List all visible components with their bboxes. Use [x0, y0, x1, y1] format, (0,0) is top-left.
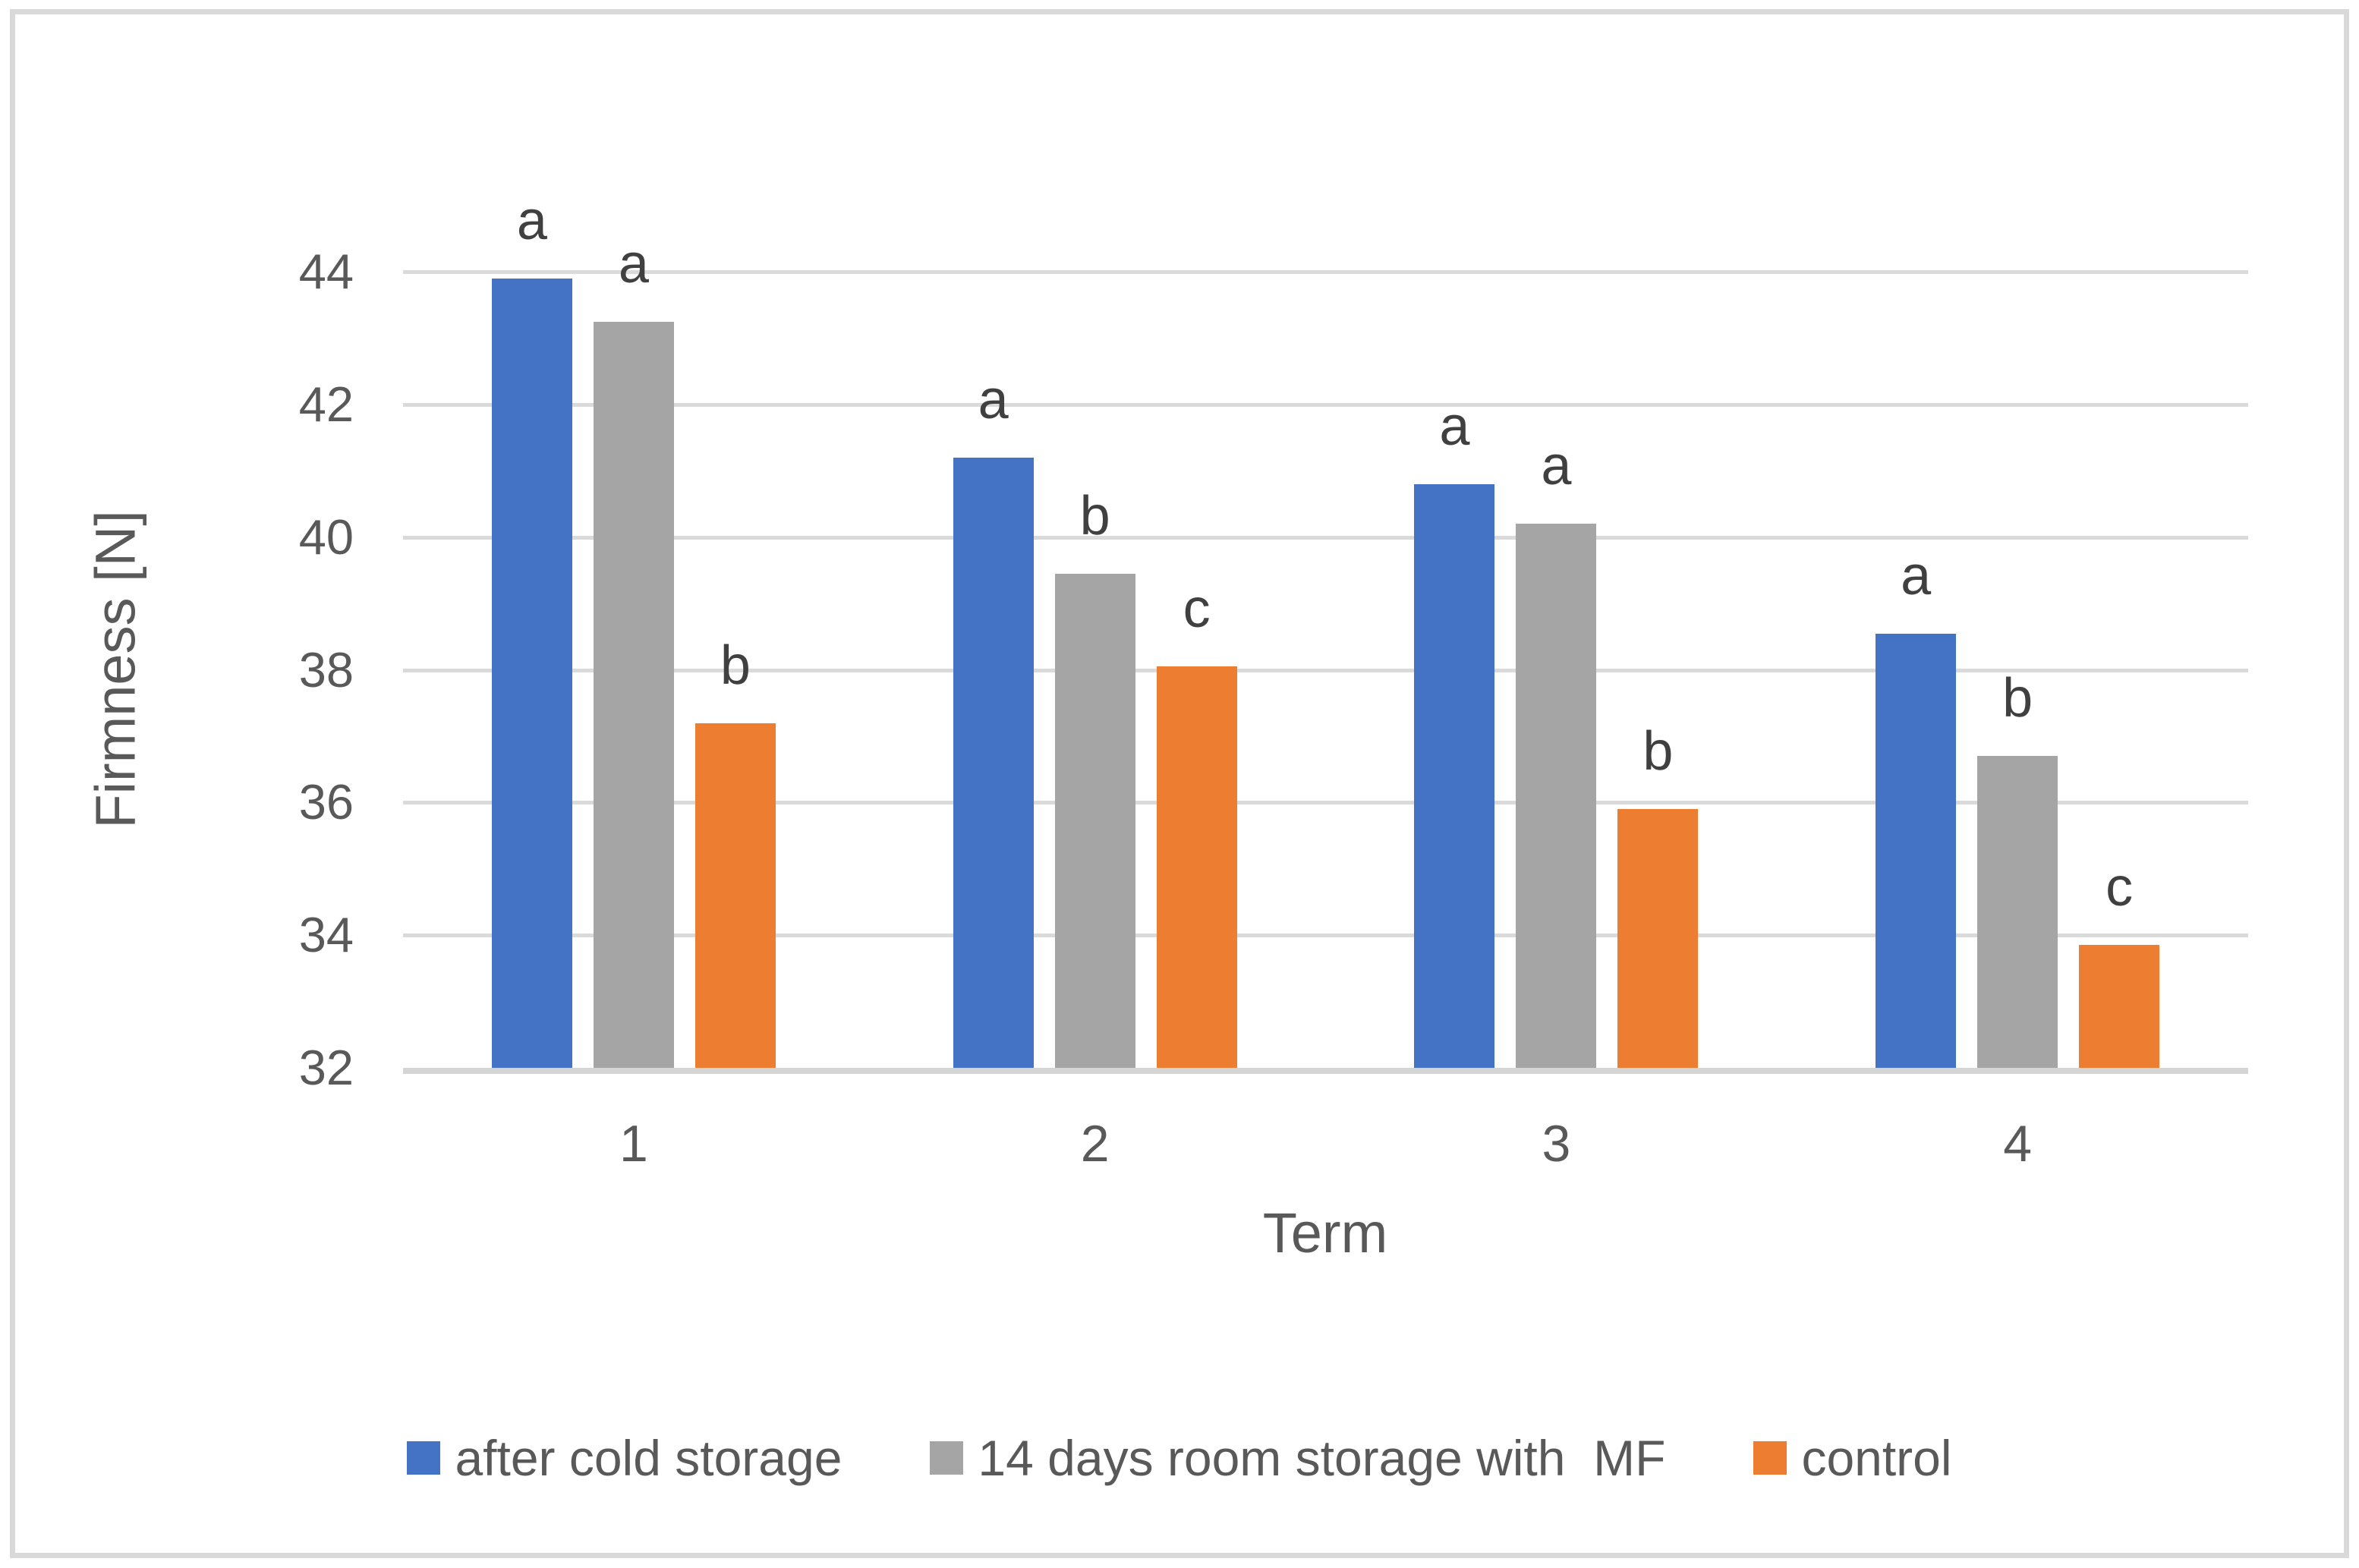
gridline-y-34 — [403, 934, 2248, 938]
y-axis-tick-label-32: 32 — [298, 1040, 354, 1095]
x-axis-tick-label-1: 1 — [619, 1115, 648, 1173]
bar-series-1-term-1 — [593, 321, 674, 1068]
legend: after cold storage 14 days room storage … — [0, 1425, 2359, 1491]
legend-swatch-blue — [407, 1441, 441, 1475]
x-axis-title: Term — [1262, 1201, 1388, 1264]
significance-letter-series-1-term-4: b — [2002, 668, 2033, 729]
y-axis-tick-label-42: 42 — [298, 376, 354, 432]
x-axis-tick-label-4: 4 — [2003, 1115, 2033, 1173]
bar-series-0-term-3 — [1414, 483, 1495, 1068]
y-axis-tick-label-44: 44 — [298, 244, 354, 300]
bar-series-2-term-2 — [1156, 666, 1237, 1068]
gridline-y-42 — [403, 403, 2248, 407]
bar-series-0-term-4 — [1876, 633, 1957, 1068]
legend-item-control: control — [1753, 1429, 1952, 1487]
significance-letter-series-2-term-2: c — [1183, 578, 1211, 640]
significance-letter-series-0-term-4: a — [1901, 545, 1932, 606]
significance-letter-series-0-term-3: a — [1439, 395, 1470, 457]
bar-series-0-term-2 — [953, 457, 1034, 1068]
gridline-y-38 — [403, 668, 2248, 672]
x-axis-tick-label-2: 2 — [1080, 1115, 1110, 1173]
bar-series-1-term-4 — [1977, 756, 2058, 1068]
y-axis-tick-label-38: 38 — [298, 641, 354, 697]
y-axis-tick-label-40: 40 — [298, 508, 354, 565]
bar-series-0-term-1 — [491, 278, 572, 1068]
significance-letter-series-0-term-2: a — [978, 369, 1009, 430]
significance-letter-series-1-term-2: b — [1079, 485, 1110, 546]
legend-swatch-orange — [1753, 1441, 1787, 1475]
significance-letter-series-2-term-1: b — [720, 634, 751, 696]
significance-letter-series-1-term-3: a — [1541, 436, 1572, 497]
y-axis-tick-label-34: 34 — [298, 907, 354, 963]
gridline-y-36 — [403, 801, 2248, 805]
legend-item-room-storage-mf: 14 days room storage with MF — [930, 1429, 1665, 1487]
y-axis-tick-label-36: 36 — [298, 774, 354, 830]
bar-series-1-term-2 — [1054, 573, 1135, 1068]
legend-label: control — [1801, 1430, 1952, 1486]
gridline-y-44 — [403, 270, 2248, 275]
y-axis-title: Firmness [N] — [83, 510, 147, 829]
legend-swatch-gray — [930, 1441, 964, 1475]
bar-series-2-term-4 — [2079, 945, 2160, 1068]
legend-label: after cold storage — [455, 1430, 842, 1486]
legend-label: 14 days room storage with MF — [978, 1430, 1666, 1486]
x-axis-tick-label-3: 3 — [1542, 1115, 1571, 1173]
significance-letter-series-2-term-3: b — [1642, 721, 1674, 782]
bar-series-1-term-3 — [1516, 524, 1597, 1068]
bar-series-2-term-3 — [1617, 809, 1699, 1068]
significance-letter-series-2-term-4: c — [2105, 857, 2134, 918]
bar-series-2-term-1 — [694, 723, 776, 1068]
significance-letter-series-1-term-1: a — [618, 233, 649, 294]
legend-item-after-cold-storage: after cold storage — [407, 1429, 842, 1487]
x-axis-line — [403, 1068, 2248, 1074]
gridline-y-40 — [403, 535, 2248, 540]
significance-letter-series-0-term-1: a — [516, 190, 547, 251]
